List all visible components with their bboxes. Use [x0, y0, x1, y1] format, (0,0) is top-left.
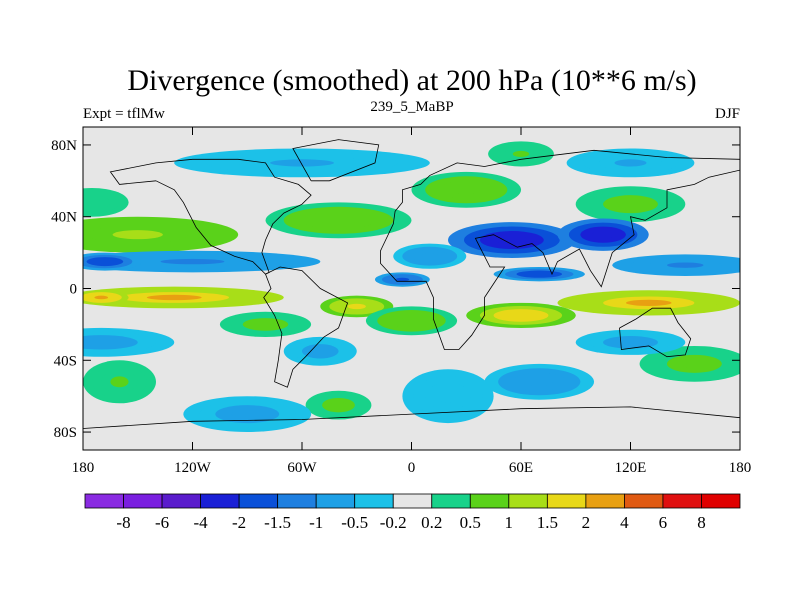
- y-axis: 80N 40N 0 40S 80S: [51, 138, 740, 441]
- colorbar-swatch-0: [84, 493, 124, 509]
- contour-blob-1-3: [320, 215, 357, 225]
- contour-blob-17-3: [94, 295, 109, 300]
- contour-blob-25-3: [110, 376, 129, 388]
- contour-blob-5-3: [614, 159, 647, 167]
- contour-blob-16-3: [146, 294, 202, 301]
- colorbar-label-12: 2: [582, 513, 591, 532]
- colorbar-label-9: 0.5: [460, 513, 481, 532]
- chart-title: Divergence (smoothed) at 200 hPa (10**6 …: [127, 64, 696, 97]
- experiment-label: Expt = tflMw: [83, 106, 165, 122]
- colorbar-swatch-16: [701, 493, 741, 509]
- y-tick-label-3: 40S: [54, 353, 77, 369]
- colorbar-label-8: 0.2: [421, 513, 442, 532]
- contour-blob-3-3: [512, 150, 530, 158]
- contour-blob-26-3: [525, 377, 553, 387]
- colorbar-swatch-6: [315, 493, 356, 509]
- contour-blob-19-3: [507, 312, 535, 319]
- contour-blob-28-3: [231, 409, 264, 419]
- period-label: 239_5_MaBP: [370, 99, 453, 115]
- colorbar-label-2: -4: [194, 513, 209, 532]
- x-axis: 180 120W 60W 0 60E 120E 180: [72, 127, 752, 476]
- contour-blob-10-3: [495, 235, 528, 245]
- coastline-antarctica: [83, 406, 740, 429]
- y-tick-label-1: 40N: [51, 210, 77, 226]
- colorbar-label-6: -0.5: [341, 513, 368, 532]
- contour-blob-12-3: [420, 253, 439, 260]
- contour-blob-7-3: [83, 198, 102, 206]
- colorbar-swatch-3: [200, 493, 240, 509]
- contour-blob-20-3: [347, 303, 366, 310]
- contour-blob-6-3: [616, 199, 645, 209]
- colorbar-swatch-5: [277, 493, 317, 509]
- contour-blob-27-3: [83, 338, 120, 346]
- contour-blob-23-3: [330, 401, 347, 409]
- colorbar-label-7: -0.2: [380, 513, 407, 532]
- contour-blob-21-3: [400, 317, 423, 325]
- contour-blob-0-3: [112, 230, 163, 240]
- contour-blob-22-3: [254, 321, 277, 328]
- colorbar-swatch-7: [354, 493, 394, 509]
- coastline-north-america: [109, 158, 312, 275]
- colorbar-label-1: -6: [155, 513, 169, 532]
- colorbar-label-4: -1.5: [264, 513, 291, 532]
- contour-blob-30-3: [616, 339, 645, 346]
- colorbar-swatch-2: [161, 493, 201, 509]
- colorbar-label-15: 8: [697, 513, 706, 532]
- colorbar-swatch-13: [585, 493, 625, 509]
- contour-blob-9-3: [95, 259, 114, 264]
- contour-blob-2-3: [452, 185, 480, 195]
- coastline-australia: [619, 307, 692, 358]
- colorbar-label-0: -8: [116, 513, 130, 532]
- contour-blob-8-3: [160, 258, 225, 265]
- coastline-greenland: [292, 139, 380, 182]
- colorbar-label-13: 4: [620, 513, 629, 532]
- colorbar-swatch-1: [123, 493, 163, 509]
- contour-blob-14-3: [395, 277, 410, 282]
- contour-blob-11-3: [591, 230, 615, 239]
- contour-blob-15-3: [666, 262, 704, 268]
- coastline-eurasia-africa: [380, 149, 740, 350]
- contour-blob-31-3: [311, 347, 330, 355]
- contour-blob-13-3: [527, 272, 551, 276]
- y-tick-label-0: 80N: [51, 138, 77, 154]
- x-tick-label-6: 180: [729, 460, 752, 476]
- colorbar-swatch-11: [508, 493, 548, 509]
- colorbar-swatch-8: [392, 493, 433, 509]
- x-tick-label-3: 0: [408, 460, 416, 476]
- colorbar-label-10: 1: [505, 513, 514, 532]
- coastlines: [83, 139, 740, 429]
- plot-area: [82, 126, 741, 451]
- colorbar-label-11: 1.5: [537, 513, 558, 532]
- colorbar-swatch-15: [662, 493, 702, 509]
- colorbar-swatch-4: [238, 493, 279, 509]
- colorbar-swatch-10: [469, 493, 510, 509]
- x-tick-label-4: 60E: [509, 460, 533, 476]
- colorbar-label-14: 6: [659, 513, 668, 532]
- x-tick-label-0: 180: [72, 460, 95, 476]
- colorbar-label-3: -2: [232, 513, 246, 532]
- colorbar-swatch-12: [546, 493, 587, 509]
- y-tick-label-2: 0: [70, 282, 78, 298]
- y-tick-label-4: 80S: [54, 425, 77, 441]
- colorbar: -8 -6 -4 -2 -1.5 -1 -0.5 -0.2 0.2 0.5 1 1.5 2 4 6 8: [84, 493, 741, 532]
- x-tick-label-2: 60W: [287, 460, 317, 476]
- contour-field: [83, 141, 740, 433]
- colorbar-label-5: -1: [309, 513, 323, 532]
- contour-blob-4-3: [270, 159, 334, 167]
- colorbar-swatch-14: [624, 493, 664, 509]
- contour-blob-24-3: [680, 359, 709, 369]
- x-tick-label-1: 120W: [174, 460, 212, 476]
- contour-blob-18-3: [625, 299, 672, 306]
- contour-blob-29-3: [436, 389, 460, 403]
- x-tick-label-5: 120E: [615, 460, 647, 476]
- colorbar-swatch-9: [431, 493, 471, 509]
- season-label: DJF: [715, 106, 740, 122]
- coastline-south-america: [263, 266, 349, 388]
